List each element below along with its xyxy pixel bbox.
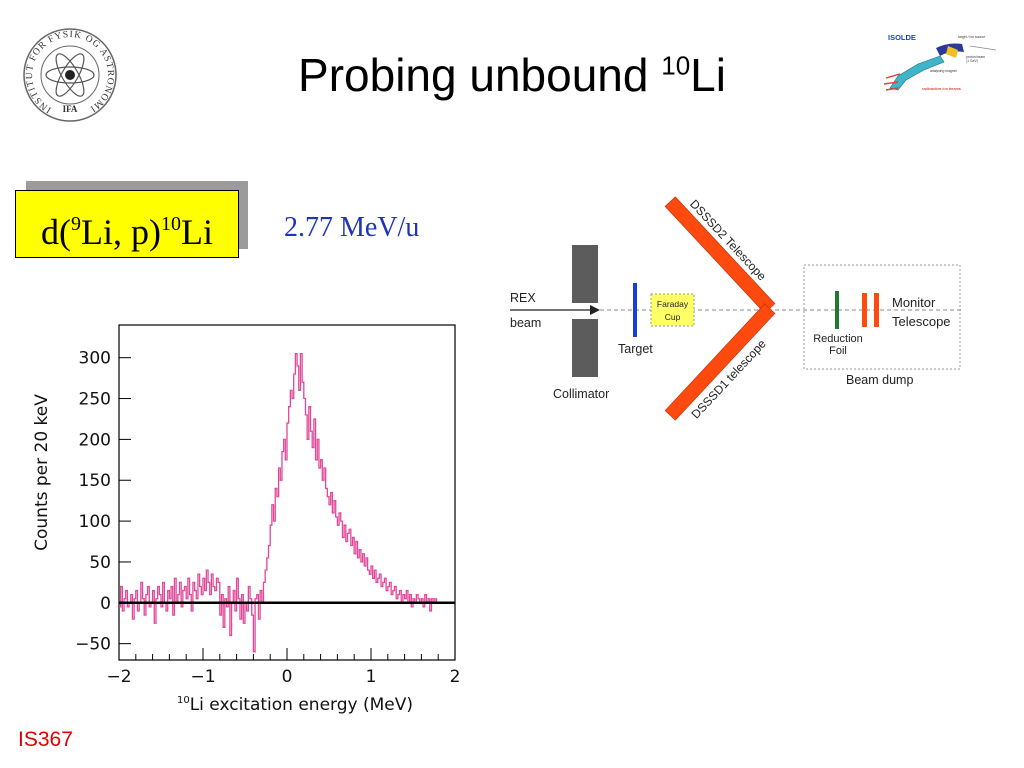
y-tick-label: 200 xyxy=(79,430,111,450)
x-tick-label: 1 xyxy=(366,667,377,687)
y-tick-label: 250 xyxy=(79,390,111,410)
collimator-top xyxy=(572,245,598,303)
beam-label-1: REX xyxy=(510,291,536,305)
beam-dump-label: Beam dump xyxy=(846,373,913,387)
svg-text:radioactive ion beams: radioactive ion beams xyxy=(922,86,961,91)
experiment-tag: IS367 xyxy=(18,728,73,751)
dsssd1-detector xyxy=(664,303,776,421)
faraday-cup xyxy=(650,293,695,327)
logo-bottom-text: IFA xyxy=(63,104,78,114)
y-tick-label: 100 xyxy=(79,512,111,532)
y-tick-label: 300 xyxy=(79,349,111,369)
excitation-histogram: −2 −1 0 1 2 −50 0 50 100 150 200 250 300 10Li excit… xyxy=(32,324,461,715)
beam-energy: 2.77 MeV/u xyxy=(284,212,420,243)
collimator-bottom xyxy=(572,319,598,377)
target xyxy=(633,283,637,337)
svg-text:Faraday: Faraday xyxy=(657,299,689,309)
plot-frame xyxy=(118,324,456,661)
target-label: Target xyxy=(618,342,653,356)
y-tick-label: 150 xyxy=(79,471,111,491)
beam-label-2: beam xyxy=(510,316,541,330)
x-tick-label: −2 xyxy=(106,667,131,687)
svg-text:Reduction: Reduction xyxy=(813,333,863,345)
svg-text:target / ion source: target / ion source xyxy=(958,35,985,39)
isolde-title: ISOLDE xyxy=(888,33,916,42)
svg-text:Cup: Cup xyxy=(665,312,681,322)
svg-text:analysing magnet: analysing magnet xyxy=(930,69,957,73)
histogram-series xyxy=(119,352,439,653)
x-tick-label: 2 xyxy=(450,667,461,687)
y-tick-label: −50 xyxy=(75,635,111,655)
x-axis-label: 10Li excitation energy (MeV) xyxy=(177,695,413,715)
x-tick-label: 0 xyxy=(282,667,293,687)
svg-text:Foil: Foil xyxy=(829,345,847,357)
collimator-label: Collimator xyxy=(553,387,609,401)
beam-dump-box xyxy=(803,264,961,370)
page-title: Probing unbound 10Li xyxy=(298,49,726,101)
monitor-label-1: Monitor xyxy=(892,295,936,310)
monitor-telescope xyxy=(874,293,879,327)
y-tick-label: 0 xyxy=(100,594,111,614)
x-tick-label: −1 xyxy=(190,667,215,687)
setup-diagram: REX beam Collimator Target Faraday Cup D… xyxy=(510,196,963,421)
reaction-label: d(9Li, p)10Li xyxy=(15,190,239,258)
y-axis-label: Counts per 20 keV xyxy=(32,394,52,551)
monitor-label-2: Telescope xyxy=(892,314,951,329)
reduction-foil xyxy=(835,291,839,329)
svg-text:(1 GeV): (1 GeV) xyxy=(966,59,978,63)
ifa-logo: INSTITUT FOR FYSIK OG ASTRONOMI IFA xyxy=(23,28,117,122)
isolde-diagram: ISOLDE target / ion source proton beam (… xyxy=(883,33,997,91)
y-tick-label: 50 xyxy=(89,553,111,573)
svg-text:proton beam: proton beam xyxy=(966,55,985,59)
